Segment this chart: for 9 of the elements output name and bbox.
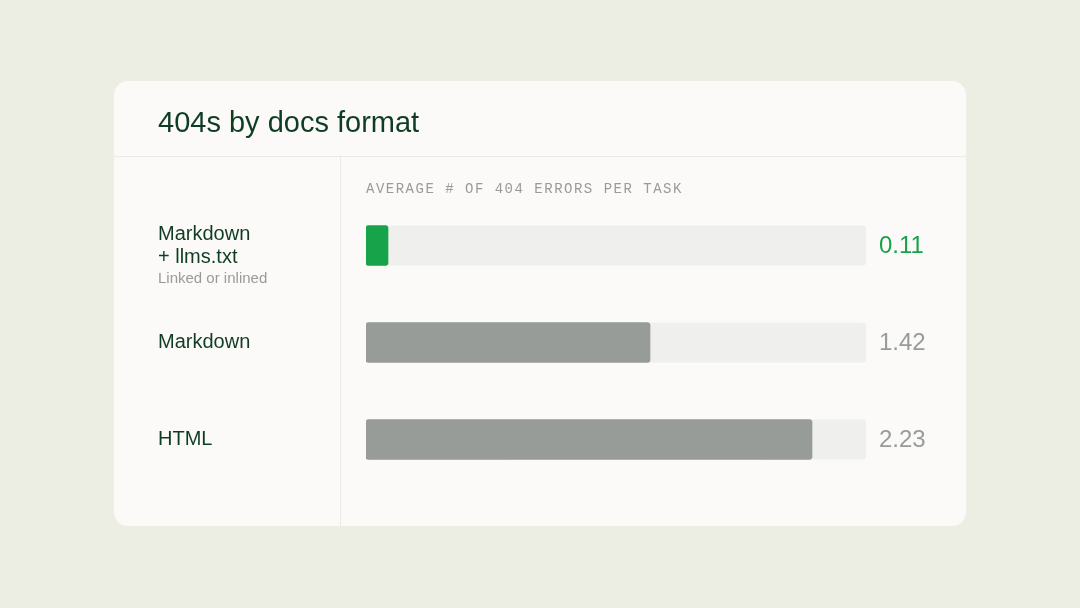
y-tick-label: Markdown + llms.txt	[158, 221, 251, 267]
text: Linked or inlined	[158, 268, 268, 286]
chart-subtitle: AVERAGE # OF 404 ERRORS PER TASK	[366, 181, 683, 197]
y-tick-label: Markdown	[158, 330, 251, 353]
data-label: 1.42	[879, 328, 926, 356]
y-tick-label: HTML	[158, 427, 213, 450]
data-label: 0.11	[879, 231, 924, 259]
data-label: 2.23	[879, 425, 926, 453]
chart-title: 404s by docs format	[158, 105, 420, 139]
